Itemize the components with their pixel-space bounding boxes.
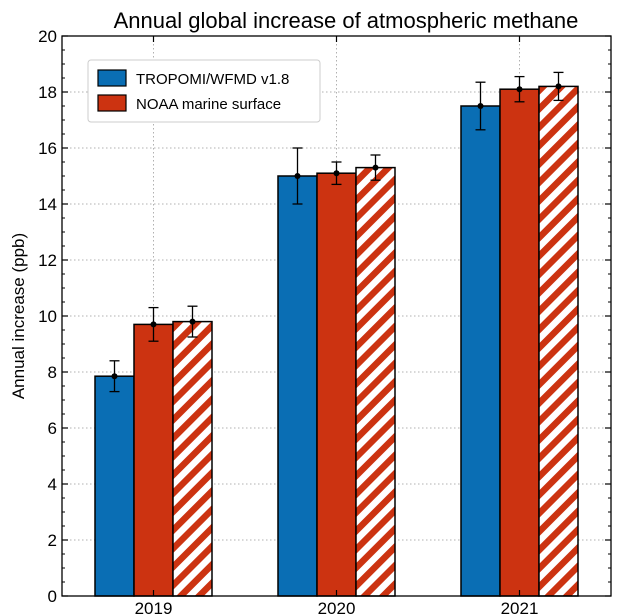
y-tick-label: 0 — [48, 587, 57, 606]
plot-area: 0 2 4 6 8 10 12 14 16 18 20 2019 2020 2021 TROPOMI/WFM… — [38, 27, 612, 615]
y-tick-label: 4 — [48, 475, 57, 494]
x-tick-label: 2019 — [135, 599, 173, 615]
legend-box — [87, 59, 321, 123]
y-tick-label: 20 — [38, 27, 57, 46]
bar-hatched-2021 — [538, 85, 579, 597]
bar-solid-2021 — [460, 105, 501, 597]
x-tick-label: 2021 — [501, 599, 539, 615]
legend-label: TROPOMI/WFMD v1.8 — [136, 71, 289, 88]
y-axis-label: Annual increase (ppb) — [9, 233, 28, 399]
y-tick-label: 2 — [48, 531, 57, 550]
y-tick-label: 18 — [38, 83, 57, 102]
y-tick-label: 12 — [38, 251, 57, 270]
y-tick-label: 16 — [38, 139, 57, 158]
x-tick-label: 2020 — [318, 599, 356, 615]
bar-solid-2021 — [499, 88, 540, 597]
value-marker — [294, 173, 301, 179]
legend: TROPOMI/WFMD v1.8 NOAA marine surface — [87, 59, 321, 123]
value-marker — [189, 318, 196, 325]
legend-swatch — [97, 94, 127, 112]
bar-hatched-2019 — [172, 320, 213, 597]
y-tick-label: 8 — [48, 363, 57, 382]
bar-hatched-2020 — [355, 166, 396, 597]
value-marker — [555, 83, 562, 90]
value-marker — [516, 86, 523, 93]
value-marker — [111, 373, 118, 380]
chart-title: Annual global increase of atmospheric me… — [114, 8, 579, 33]
y-tick-label: 6 — [48, 419, 57, 438]
value-marker — [333, 170, 340, 177]
value-marker — [477, 103, 484, 109]
y-tick-label: 14 — [38, 195, 57, 214]
value-marker — [372, 164, 379, 171]
legend-label: NOAA marine surface — [136, 96, 281, 113]
bar-solid-2020 — [316, 172, 357, 597]
bar-solid-2019 — [94, 375, 135, 597]
bar-solid-2019 — [133, 323, 174, 597]
value-marker — [150, 321, 157, 328]
legend-swatch — [97, 69, 127, 87]
y-tick-label: 10 — [38, 307, 57, 326]
bar-solid-2020 — [277, 175, 318, 597]
